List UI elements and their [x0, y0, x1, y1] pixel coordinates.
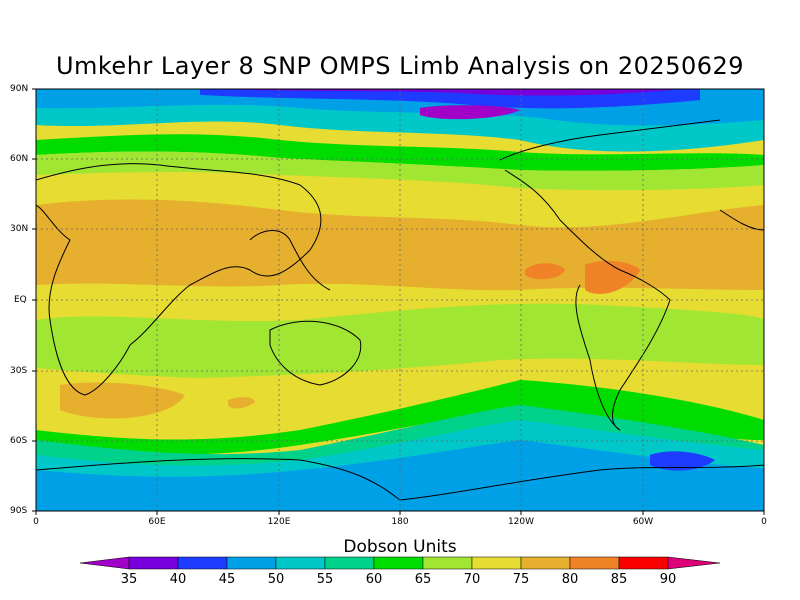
- colorbar-segment: [128, 556, 179, 570]
- south-cell-80b: [228, 397, 255, 409]
- colorbar-title: Dobson Units: [343, 537, 457, 557]
- colorbar-segment: [422, 556, 473, 570]
- band-s-60: [36, 405, 764, 471]
- hot-spot-2: [585, 260, 640, 294]
- north-pole-35: [420, 105, 520, 120]
- colorbar-segment: [275, 556, 326, 570]
- lon-label-60e: 60E: [148, 517, 166, 527]
- colorbar-segment: [177, 556, 228, 570]
- lon-label-120w: 120W: [507, 517, 535, 527]
- gridlines: [36, 89, 764, 511]
- lat-label-30n: 30N: [10, 224, 29, 234]
- colorbar-segment: [373, 556, 424, 570]
- colorbar-tick-label: 60: [365, 572, 383, 587]
- colorbar-tick-label: 35: [120, 572, 138, 587]
- colorbar-segment: [569, 556, 620, 570]
- south-cell-45: [650, 451, 715, 471]
- lon-label-60w: 60W: [632, 517, 654, 527]
- colorbar-tick-label: 45: [218, 572, 236, 587]
- lat-label-30s: 30S: [10, 366, 28, 376]
- colorbar-tick-label: 90: [659, 572, 677, 587]
- colorbar-segment: [471, 556, 522, 570]
- colorbar-segment: [667, 556, 721, 570]
- lon-label-0-right: 0: [761, 517, 767, 527]
- colorbar-tick-label: 85: [610, 572, 628, 587]
- colorbar-tick-label: 80: [561, 572, 579, 587]
- lon-label-120e: 120E: [267, 517, 291, 527]
- colorbar-tick-label: 75: [512, 572, 530, 587]
- map-title: Umkehr Layer 8 SNP OMPS Limb Analysis on…: [55, 52, 745, 80]
- colorbar-tick-label: 40: [169, 572, 187, 587]
- colorbar: [79, 556, 721, 570]
- tick-marks: [32, 88, 765, 515]
- lat-label-90n: 90N: [10, 84, 29, 94]
- colorbar-tick-label: 55: [316, 572, 334, 587]
- lon-label-180: 180: [391, 517, 409, 527]
- coastlines: [36, 119, 764, 501]
- colorbar-segment: [324, 556, 375, 570]
- band-s-65: [36, 380, 764, 455]
- band-60: [36, 134, 764, 171]
- colorbar-tick-label: 65: [414, 572, 432, 587]
- colorbar-segment: [79, 556, 130, 570]
- band-north-40: [220, 89, 680, 96]
- lat-label-eq: EQ: [14, 295, 27, 305]
- lon-label-0: 0: [33, 517, 39, 527]
- lat-label-60s: 60S: [10, 436, 28, 446]
- colorbar-tick-label: 70: [463, 572, 481, 587]
- colorbar-segment: [226, 556, 277, 570]
- hot-spot-1: [525, 263, 565, 280]
- colorbar-segment: [520, 556, 571, 570]
- lat-label-60n: 60N: [10, 154, 29, 164]
- colorbar-segment: [618, 556, 669, 570]
- colorbar-tick-label: 50: [267, 572, 285, 587]
- lat-label-90s: 90S: [10, 506, 28, 516]
